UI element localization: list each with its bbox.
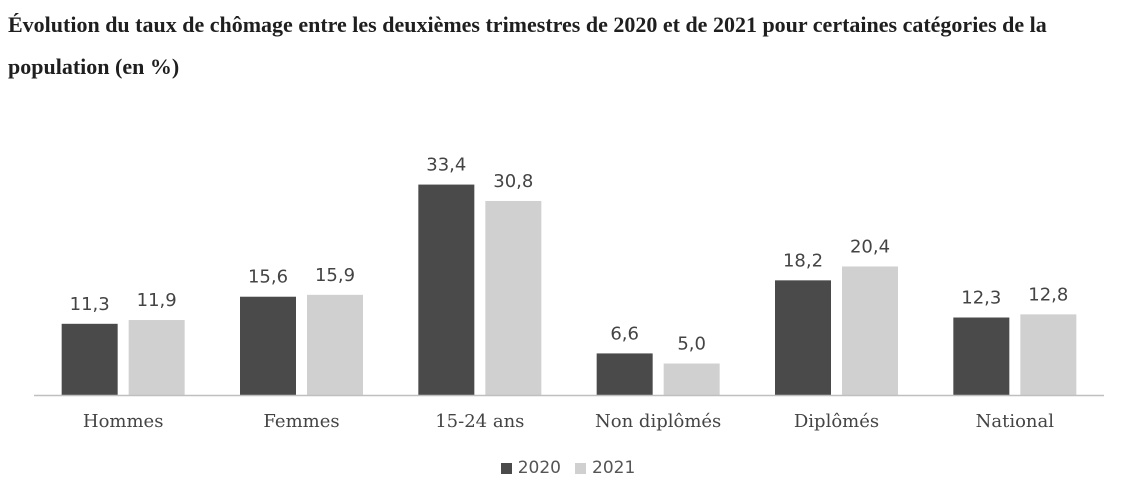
bar-2020-hommes bbox=[61, 323, 118, 395]
data-label-2020-dipl-m-s: 18,2 bbox=[783, 250, 823, 271]
data-label-2021-femmes: 15,9 bbox=[315, 265, 355, 286]
data-label-2021-dipl-m-s: 20,4 bbox=[850, 236, 890, 257]
bar-2021-dipl-m-s bbox=[842, 266, 898, 395]
category-label-femmes: Femmes bbox=[263, 411, 339, 432]
data-label-2021-15-24-ans: 30,8 bbox=[493, 171, 533, 192]
data-label-2020-15-24-ans: 33,4 bbox=[426, 155, 466, 176]
data-label-2020-femmes: 15,6 bbox=[248, 267, 288, 288]
legend-swatch-2021 bbox=[575, 462, 586, 474]
data-label-2020-non-dipl-m-s: 6,6 bbox=[610, 323, 639, 344]
bar-2021-15-24-ans bbox=[485, 200, 542, 395]
bar-2020-national bbox=[953, 317, 1010, 395]
legend-swatch-2020 bbox=[500, 462, 512, 474]
data-label-2020-national: 12,3 bbox=[961, 288, 1001, 309]
legend-label-2021: 2021 bbox=[592, 458, 636, 478]
legend-item-2020: 2020 bbox=[500, 458, 561, 478]
bar-2021-hommes bbox=[128, 320, 185, 395]
bar-2020-non-dipl-m-s bbox=[596, 353, 653, 395]
category-label-non-dipl-m-s: Non diplômés bbox=[595, 411, 721, 432]
bar-2021-femmes bbox=[307, 294, 363, 395]
data-label-2020-hommes: 11,3 bbox=[70, 294, 110, 315]
legend-item-2021: 2021 bbox=[575, 458, 635, 478]
category-label-dipl-m-s: Diplômés bbox=[794, 411, 879, 432]
legend: 2020 2021 bbox=[0, 458, 1136, 478]
category-label-15-24-ans: 15-24 ans bbox=[435, 411, 524, 432]
legend-label-2020: 2020 bbox=[517, 458, 561, 478]
data-label-2021-national: 12,8 bbox=[1028, 284, 1068, 305]
bar-2020-dipl-m-s bbox=[775, 280, 831, 395]
chart-title: Évolution du taux de chômage entre les d… bbox=[8, 12, 1047, 79]
bar-2020-15-24-ans bbox=[418, 184, 475, 395]
bar-2021-non-dipl-m-s bbox=[663, 363, 720, 395]
bar-2020-femmes bbox=[240, 296, 296, 395]
data-label-2021-non-dipl-m-s: 5,0 bbox=[677, 334, 706, 355]
bar-2021-national bbox=[1020, 314, 1077, 395]
category-label-national: National bbox=[976, 411, 1055, 432]
data-label-2021-hommes: 11,9 bbox=[137, 290, 177, 311]
category-label-hommes: Hommes bbox=[83, 411, 164, 432]
